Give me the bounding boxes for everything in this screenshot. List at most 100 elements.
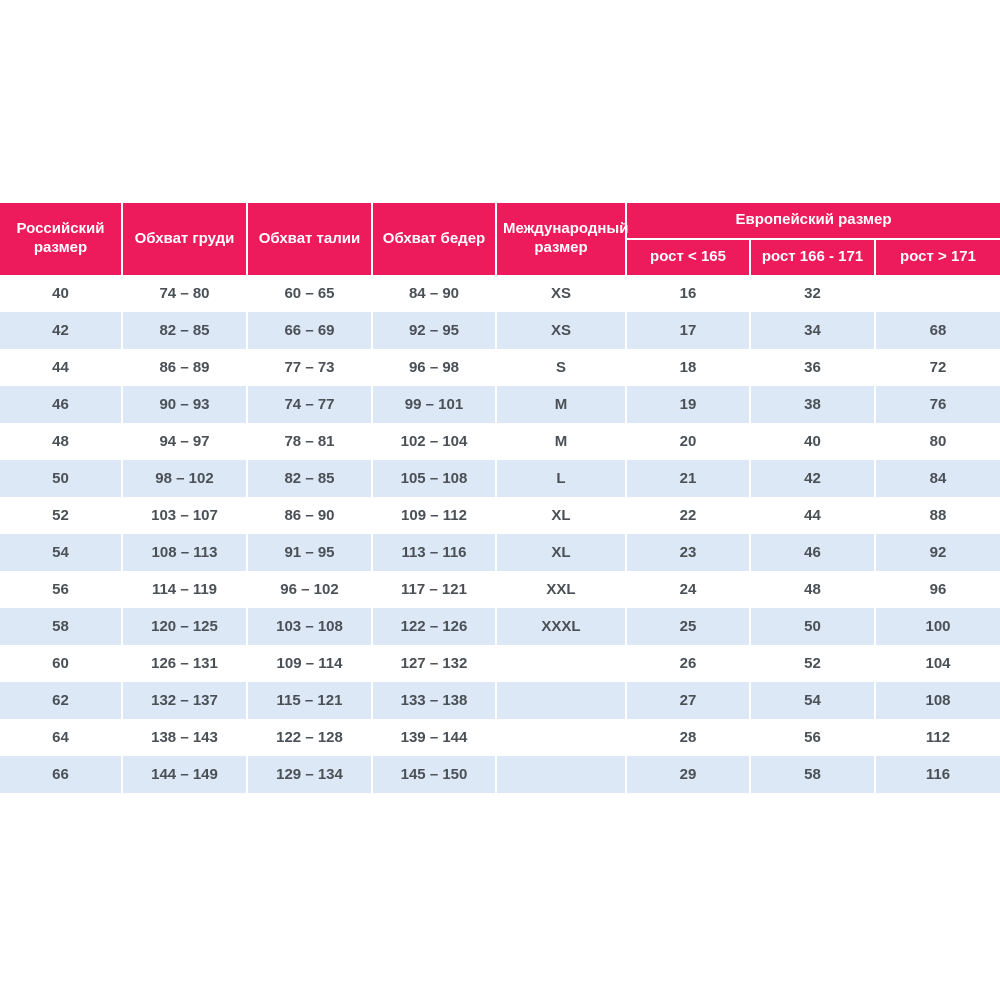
table-cell: 82 – 85 (248, 460, 373, 497)
header-height-lt-165: рост < 165 (627, 240, 751, 275)
table-cell: 103 – 108 (248, 608, 373, 645)
table-cell: 144 – 149 (123, 756, 248, 793)
table-cell: 26 (627, 645, 751, 682)
table-cell: 17 (627, 312, 751, 349)
table-row: 42 82 – 85 66 – 69 92 – 95 XS 17 34 68 (0, 312, 1000, 349)
table-cell: 120 – 125 (123, 608, 248, 645)
table-cell: 62 (0, 682, 123, 719)
table-cell: 56 (0, 571, 123, 608)
table-cell: 76 (876, 386, 1000, 423)
table-cell: 96 – 102 (248, 571, 373, 608)
table-row: 60 126 – 131 109 – 114 127 – 132 26 52 104 (0, 645, 1000, 682)
table-row: 50 98 – 102 82 – 85 105 – 108 L 21 42 84 (0, 460, 1000, 497)
table-cell: 99 – 101 (373, 386, 497, 423)
table-cell: 86 – 89 (123, 349, 248, 386)
table-cell: 96 – 98 (373, 349, 497, 386)
size-table-body: 40 74 – 80 60 – 65 84 – 90 XS 16 32 42 82 – 85 66… (0, 275, 1000, 793)
table-cell: 74 – 77 (248, 386, 373, 423)
table-row: 40 74 – 80 60 – 65 84 – 90 XS 16 32 (0, 275, 1000, 312)
table-cell: 92 (876, 534, 1000, 571)
table-cell (497, 719, 627, 756)
table-row: 62 132 – 137 115 – 121 133 – 138 27 54 108 (0, 682, 1000, 719)
table-cell: 109 – 112 (373, 497, 497, 534)
table-cell: 16 (627, 275, 751, 312)
table-cell: 48 (751, 571, 876, 608)
table-cell: 48 (0, 423, 123, 460)
table-cell: 58 (751, 756, 876, 793)
table-cell: XL (497, 534, 627, 571)
table-cell: 145 – 150 (373, 756, 497, 793)
table-cell: 126 – 131 (123, 645, 248, 682)
table-cell: 60 – 65 (248, 275, 373, 312)
table-cell: 98 – 102 (123, 460, 248, 497)
table-cell: 40 (0, 275, 123, 312)
table-cell: XL (497, 497, 627, 534)
table-cell: 115 – 121 (248, 682, 373, 719)
table-cell: 28 (627, 719, 751, 756)
table-cell: 105 – 108 (373, 460, 497, 497)
table-cell: 18 (627, 349, 751, 386)
table-cell: S (497, 349, 627, 386)
table-cell: 66 – 69 (248, 312, 373, 349)
table-cell: 23 (627, 534, 751, 571)
table-cell: M (497, 423, 627, 460)
table-header: Российский размер Обхват груди Обхват та… (0, 203, 1000, 275)
table-cell: 21 (627, 460, 751, 497)
table-cell: 58 (0, 608, 123, 645)
table-cell: 60 (0, 645, 123, 682)
table-row: 58 120 – 125 103 – 108 122 – 126 XXXL 25 50 100 (0, 608, 1000, 645)
table-cell: 86 – 90 (248, 497, 373, 534)
table-cell: XXXL (497, 608, 627, 645)
table-cell: 74 – 80 (123, 275, 248, 312)
table-cell: 72 (876, 349, 1000, 386)
header-height-gt-171: рост > 171 (876, 240, 1000, 275)
table-cell: 112 (876, 719, 1000, 756)
table-cell: 34 (751, 312, 876, 349)
table-cell: 64 (0, 719, 123, 756)
table-cell: 127 – 132 (373, 645, 497, 682)
header-chest: Обхват груди (123, 203, 248, 275)
table-cell: 96 (876, 571, 1000, 608)
table-cell: 82 – 85 (123, 312, 248, 349)
table-row: 64 138 – 143 122 – 128 139 – 144 28 56 112 (0, 719, 1000, 756)
table-cell: 108 – 113 (123, 534, 248, 571)
table-cell: 138 – 143 (123, 719, 248, 756)
table-cell: 44 (0, 349, 123, 386)
table-cell: 92 – 95 (373, 312, 497, 349)
table-row: 46 90 – 93 74 – 77 99 – 101 M 19 38 76 (0, 386, 1000, 423)
header-international-size: Международный размер (497, 203, 628, 275)
table-cell: XXL (497, 571, 627, 608)
table-cell: 19 (627, 386, 751, 423)
table-row: 44 86 – 89 77 – 73 96 – 98 S 18 36 72 (0, 349, 1000, 386)
table-cell: 52 (751, 645, 876, 682)
table-cell: 40 (751, 423, 876, 460)
table-cell: 38 (751, 386, 876, 423)
table-cell: 91 – 95 (248, 534, 373, 571)
header-waist: Обхват талии (248, 203, 373, 275)
table-cell: 133 – 138 (373, 682, 497, 719)
table-cell: 116 (876, 756, 1000, 793)
header-european-size: Европейский размер (627, 203, 1000, 240)
table-cell: 54 (751, 682, 876, 719)
table-cell: 80 (876, 423, 1000, 460)
table-cell (497, 645, 627, 682)
table-row: 54 108 – 113 91 – 95 113 – 116 XL 23 46 92 (0, 534, 1000, 571)
table-cell: 29 (627, 756, 751, 793)
table-cell: XS (497, 312, 627, 349)
table-cell: XS (497, 275, 627, 312)
table-row: 52 103 – 107 86 – 90 109 – 112 XL 22 44 88 (0, 497, 1000, 534)
table-cell: 66 (0, 756, 123, 793)
table-cell: 50 (0, 460, 123, 497)
table-cell: 46 (0, 386, 123, 423)
table-row: 48 94 – 97 78 – 81 102 – 104 M 20 40 80 (0, 423, 1000, 460)
table-cell: 24 (627, 571, 751, 608)
table-cell: 139 – 144 (373, 719, 497, 756)
header-russian-size: Российский размер (0, 203, 123, 275)
table-cell: 27 (627, 682, 751, 719)
table-cell (876, 275, 1000, 312)
table-cell: 90 – 93 (123, 386, 248, 423)
table-cell: 129 – 134 (248, 756, 373, 793)
table-cell: 117 – 121 (373, 571, 497, 608)
table-cell (497, 682, 627, 719)
